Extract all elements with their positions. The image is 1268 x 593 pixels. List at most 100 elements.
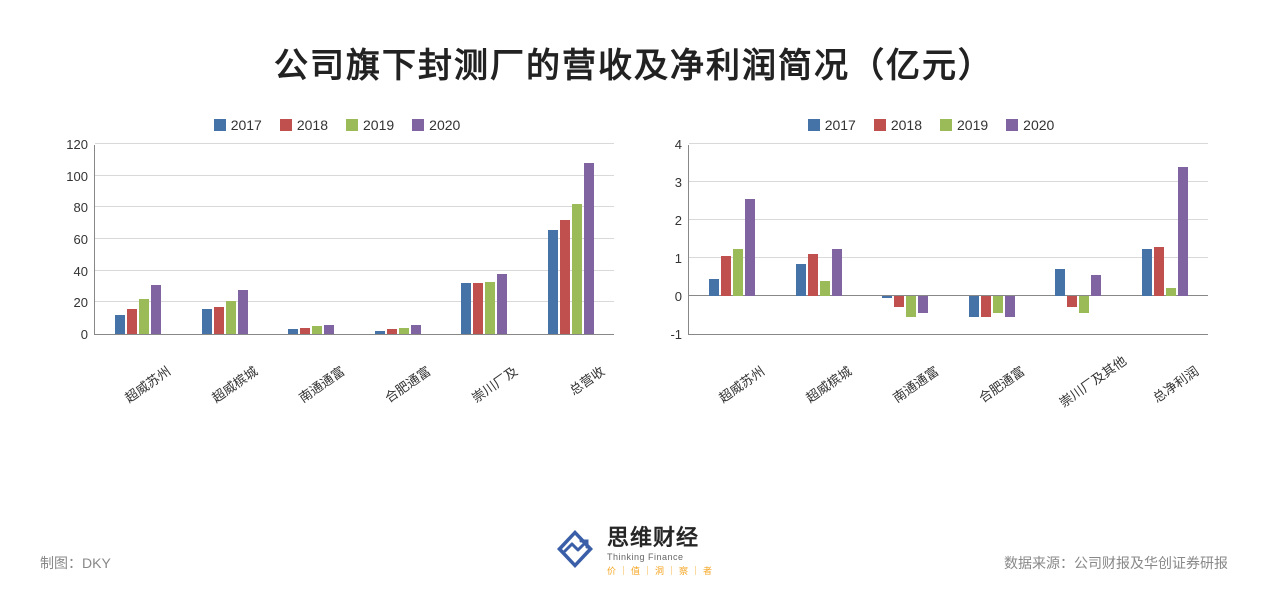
legend-label: 2020: [1023, 117, 1054, 133]
y-axis: -101234: [654, 145, 688, 335]
legend-swatch: [808, 119, 820, 131]
bar: [1178, 144, 1188, 334]
legend-item-2019: 2019: [346, 117, 394, 133]
bar: [548, 144, 558, 334]
bar: [497, 144, 507, 334]
bar-rect: [324, 325, 334, 335]
bar-rect: [894, 296, 904, 307]
brand-text: 思维财经 Thinking Finance 价｜值｜洞｜察｜者: [607, 520, 715, 577]
bar: [411, 144, 421, 334]
bar-rect: [226, 301, 236, 334]
bar: [796, 144, 806, 334]
y-axis: 020406080100120: [60, 145, 94, 335]
legend-item-2018: 2018: [280, 117, 328, 133]
legend-label: 2019: [957, 117, 988, 133]
bar: [1166, 144, 1176, 334]
legend-swatch: [940, 119, 952, 131]
legend-swatch: [214, 119, 226, 131]
bar: [560, 144, 570, 334]
bar-rect: [1091, 275, 1101, 296]
bar: [139, 144, 149, 334]
bar-rect: [745, 199, 755, 296]
bar: [1142, 144, 1152, 334]
brand-cn: 思维财经: [607, 520, 715, 552]
bar: [1154, 144, 1164, 334]
bar: [151, 144, 161, 334]
source-text: 公司财报及华创证券研报: [1074, 555, 1228, 571]
bar-rect: [882, 296, 892, 298]
bar-group: [795, 145, 843, 334]
bar-rect: [288, 329, 298, 334]
legend-swatch: [874, 119, 886, 131]
bar: [981, 144, 991, 334]
x-label: 总净利润: [1141, 361, 1201, 411]
bar-rect: [820, 281, 830, 296]
bar: [238, 144, 248, 334]
bar-rect: [993, 296, 1003, 313]
bar: [745, 144, 755, 334]
bar: [461, 144, 471, 334]
chart-right: 2017201820192020-101234超威苏州超威槟城南通通富合肥通富崇…: [654, 117, 1208, 362]
bar-group: [547, 145, 595, 334]
bar: [820, 144, 830, 334]
bar-rect: [733, 249, 743, 297]
bar: [1067, 144, 1077, 334]
legend-label: 2019: [363, 117, 394, 133]
bar: [721, 144, 731, 334]
bar-rect: [981, 296, 991, 317]
source-label: 数据来源：公司财报及华创证券研报: [1004, 553, 1228, 573]
x-label: 合肥通富: [374, 361, 434, 411]
maker-label: 制图：DKY: [40, 553, 111, 573]
plot-area: [688, 145, 1208, 335]
page-title: 公司旗下封测厂的营收及净利润简况（亿元）: [0, 0, 1268, 87]
bar-rect: [375, 331, 385, 334]
gridline: [689, 143, 1208, 144]
bar-rect: [214, 307, 224, 334]
bar: [1055, 144, 1065, 334]
bar-rect: [832, 249, 842, 297]
x-label: 超威槟城: [795, 361, 855, 411]
bar: [584, 144, 594, 334]
x-label: 南通通富: [881, 361, 941, 411]
x-label: 超威槟城: [201, 361, 261, 411]
bar-rect: [1166, 288, 1176, 296]
bar-rect: [808, 254, 818, 296]
legend-swatch: [346, 119, 358, 131]
bar: [832, 144, 842, 334]
brand-en: Thinking Finance: [607, 552, 715, 562]
bar-rect: [411, 325, 421, 335]
bar-group: [114, 145, 162, 334]
legend-item-2017: 2017: [808, 117, 856, 133]
maker-name: DKY: [82, 555, 111, 571]
bar: [709, 144, 719, 334]
bar-rect: [721, 256, 731, 296]
bar-rect: [1067, 296, 1077, 307]
bar-rect: [584, 163, 594, 334]
bar-rect: [497, 274, 507, 334]
legend-swatch: [412, 119, 424, 131]
legend-label: 2018: [297, 117, 328, 133]
x-label: 合肥通富: [968, 361, 1028, 411]
bar-rect: [918, 296, 928, 313]
maker-prefix: 制图：: [40, 555, 82, 571]
bar: [399, 144, 409, 334]
bar: [993, 144, 1003, 334]
bar-group: [287, 145, 335, 334]
x-label: 崇川厂及其他: [1055, 361, 1115, 411]
brand-tag: 价｜值｜洞｜察｜者: [607, 564, 715, 577]
bar-group: [968, 145, 1016, 334]
bar-group: [460, 145, 508, 334]
bar-rect: [1142, 249, 1152, 297]
bar-rect: [906, 296, 916, 317]
legend-label: 2017: [231, 117, 262, 133]
bar-rect: [473, 283, 483, 334]
bar: [312, 144, 322, 334]
x-label: 南通通富: [287, 361, 347, 411]
legend-item-2017: 2017: [214, 117, 262, 133]
legend: 2017201820192020: [654, 117, 1208, 133]
bar: [375, 144, 385, 334]
bar: [300, 144, 310, 334]
legend: 2017201820192020: [60, 117, 614, 133]
bar: [969, 144, 979, 334]
bar-groups: [95, 145, 614, 334]
